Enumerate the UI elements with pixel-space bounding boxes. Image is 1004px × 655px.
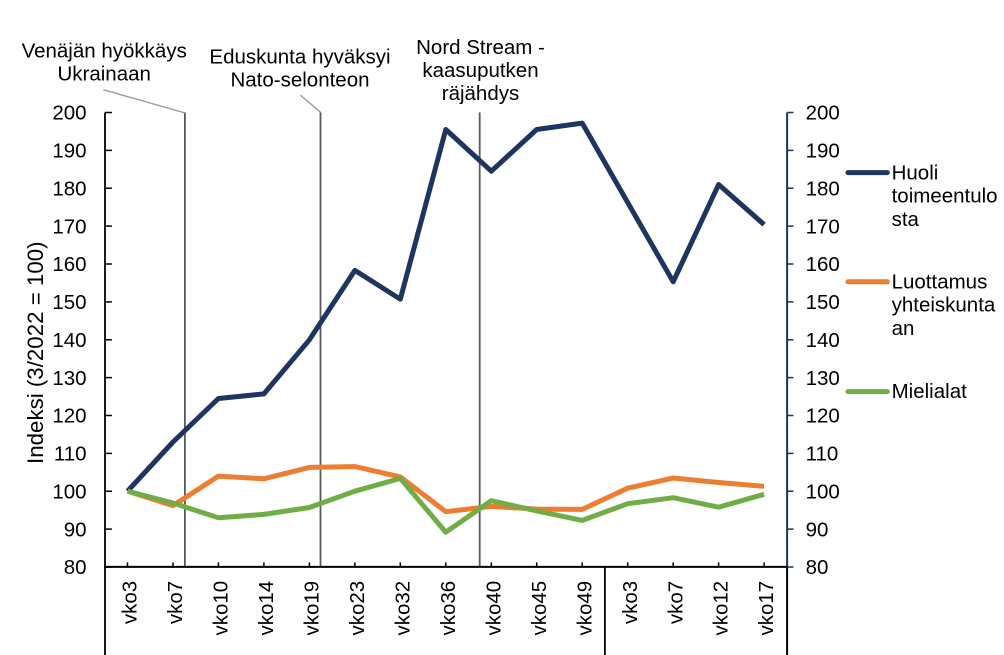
svg-text:90: 90 <box>64 518 87 541</box>
svg-text:100: 100 <box>806 481 840 504</box>
svg-text:vko32: vko32 <box>391 581 414 636</box>
svg-text:vko14: vko14 <box>255 581 278 636</box>
svg-text:120: 120 <box>806 405 840 428</box>
svg-text:200: 200 <box>52 102 86 125</box>
svg-text:180: 180 <box>806 178 840 201</box>
svg-text:110: 110 <box>54 443 87 466</box>
svg-text:120: 120 <box>52 405 86 428</box>
svg-text:vko36: vko36 <box>437 581 460 636</box>
svg-text:130: 130 <box>806 367 840 390</box>
svg-text:vko7: vko7 <box>164 581 187 624</box>
svg-text:vko3: vko3 <box>619 581 642 624</box>
svg-text:Indeksi (3/2022 = 100): Indeksi (3/2022 = 100) <box>23 241 48 464</box>
svg-text:150: 150 <box>806 291 840 314</box>
svg-text:vko7: vko7 <box>664 581 687 624</box>
svg-text:160: 160 <box>52 253 86 276</box>
svg-text:80: 80 <box>64 556 87 579</box>
svg-text:110: 110 <box>806 443 839 466</box>
svg-text:100: 100 <box>52 481 86 504</box>
svg-text:vko17: vko17 <box>755 581 778 636</box>
svg-text:vko3: vko3 <box>119 581 142 624</box>
svg-text:vko12: vko12 <box>710 581 733 636</box>
svg-text:140: 140 <box>52 329 86 352</box>
svg-text:Mielialat: Mielialat <box>892 380 967 403</box>
svg-text:90: 90 <box>806 518 829 541</box>
svg-text:200: 200 <box>806 102 840 125</box>
svg-text:vko49: vko49 <box>573 581 596 636</box>
svg-text:80: 80 <box>806 556 829 579</box>
svg-text:150: 150 <box>52 291 86 314</box>
svg-text:vko23: vko23 <box>346 581 369 636</box>
svg-text:140: 140 <box>806 329 840 352</box>
svg-text:vko40: vko40 <box>482 581 505 636</box>
svg-text:vko19: vko19 <box>301 581 324 636</box>
svg-text:vko10: vko10 <box>210 581 233 636</box>
svg-text:190: 190 <box>806 140 840 163</box>
svg-text:170: 170 <box>52 215 86 238</box>
svg-text:130: 130 <box>52 367 86 390</box>
svg-text:190: 190 <box>52 140 86 163</box>
svg-text:160: 160 <box>806 253 840 276</box>
svg-text:170: 170 <box>806 215 840 238</box>
svg-text:180: 180 <box>52 178 86 201</box>
svg-text:vko45: vko45 <box>528 581 551 636</box>
